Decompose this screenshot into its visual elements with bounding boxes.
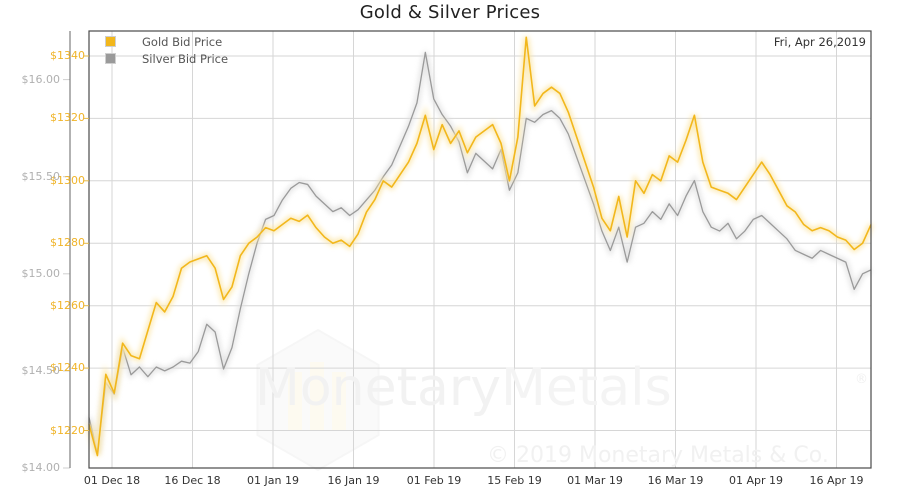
y-axis-tick-silver: $14.00 xyxy=(21,461,61,474)
date-label: Fri, Apr 26,2019 xyxy=(773,35,866,49)
plot-frame xyxy=(88,30,872,469)
y-axis-tick-gold: $1320 xyxy=(50,111,85,125)
y-axis-tick-gold: $1340 xyxy=(50,48,85,62)
x-axis-tick-label: 01 Feb 19 xyxy=(406,474,462,487)
y-axis-tick-silver: $15.00 xyxy=(21,266,61,280)
y-axis-tick-gold: $1280 xyxy=(50,236,85,250)
watermark-hexagon-logo xyxy=(256,328,380,472)
y-axis-tick-gold: $1220 xyxy=(50,423,85,437)
silver-line-glow xyxy=(86,51,873,454)
legend-item-silver[interactable]: Silver Bid Price xyxy=(105,51,228,66)
y-axis-tick-gold: $1300 xyxy=(50,173,85,187)
y-axis-tick-silver: $15.50 xyxy=(21,169,61,183)
page-title: Gold & Silver Prices xyxy=(359,2,541,23)
silver-bid-price-line xyxy=(88,51,872,454)
x-axis-tick-label: 16 Dec 18 xyxy=(164,474,221,487)
x-axis-tick-label: 16 Jan 19 xyxy=(327,474,380,487)
x-axis-tick-label: 01 Apr 19 xyxy=(728,474,784,487)
x-axis-tick-label: 01 Mar 19 xyxy=(567,474,623,487)
gold-line-glow xyxy=(86,36,874,457)
watermark-registered: ® xyxy=(855,372,868,387)
x-axis-tick-label: 16 Mar 19 xyxy=(647,474,704,487)
silver-swatch xyxy=(105,53,116,64)
x-axis-tick-label: 01 Jan 19 xyxy=(247,474,299,487)
y-axis-tick-gold: $1240 xyxy=(50,361,85,375)
y-axis-tick-silver: $14.50 xyxy=(21,363,61,377)
x-axis-tick-label: 16 Apr 19 xyxy=(809,474,864,487)
chart-legend: Gold Bid Price Silver Bid Price xyxy=(105,34,228,68)
y-axis-tick-silver: $16.00 xyxy=(21,72,61,86)
gold-swatch xyxy=(105,36,116,47)
legend-label-gold: Gold Bid Price xyxy=(142,34,223,49)
y-axis-tick-gold: $1260 xyxy=(50,298,85,312)
gold-bid-price-line xyxy=(88,36,872,457)
legend-label-silver: Silver Bid Price xyxy=(142,51,229,66)
legend-item-gold[interactable]: Gold Bid Price xyxy=(105,34,228,49)
x-axis-tick-label: 01 Dec 18 xyxy=(83,474,141,487)
x-axis-tick-label: 15 Feb 19 xyxy=(487,474,542,487)
